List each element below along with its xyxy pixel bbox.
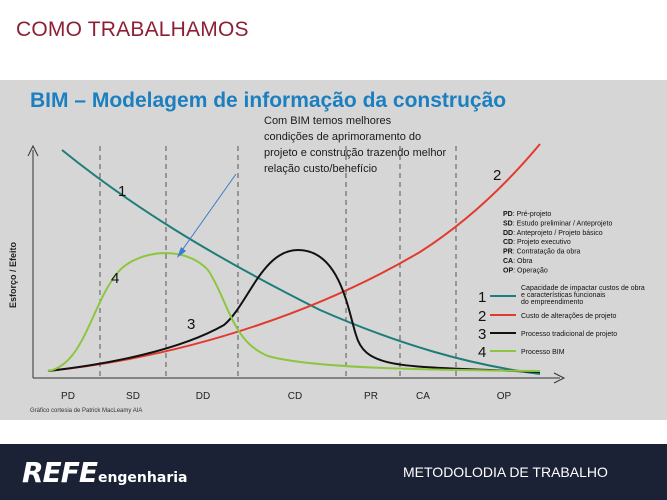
phase-legend-item: PR: Contratação da obra: [503, 249, 581, 256]
footer-label: METODOLODIA DE TRABALHO: [403, 464, 608, 480]
phase-legend: PD: Pré-projeto SD: Estudo preliminar / A…: [503, 211, 612, 274]
chart-title: BIM – Modelagem de informação da constru…: [30, 89, 506, 112]
logo-sub: engenharia: [97, 470, 188, 486]
phase-legend-item: DD: Anteprojeto / Projeto básico: [503, 230, 603, 237]
phase-legend-item: OP: Operação: [503, 267, 548, 274]
logo-main: REFE: [22, 456, 98, 489]
phase-label: PD: [61, 391, 75, 402]
phase-label: PR: [364, 391, 378, 402]
legend-number-2: 2: [478, 308, 486, 325]
series-line-3: [47, 248, 541, 373]
bim-chart: BIM – Modelagem de informação da constru…: [8, 89, 645, 414]
y-axis-label: Esforço / Efeito: [8, 241, 18, 308]
legend-label-1: Capacidade de impactar custos de obra e c…: [521, 285, 645, 306]
series-number-2: 2: [493, 167, 501, 184]
series-line-1: [61, 149, 541, 375]
phase-label: CA: [416, 391, 430, 402]
footer: REFEengenharia METODOLODIA DE TRABALHO: [0, 444, 667, 500]
phase-label: OP: [497, 391, 512, 402]
legend-label-4: Processo BIM: [521, 349, 565, 356]
annotation-arrowhead: [177, 247, 186, 258]
series-legend: 1 Capacidade de impactar custos de obra e …: [478, 285, 645, 361]
company-logo: REFEengenharia: [22, 456, 187, 489]
legend-number-1: 1: [478, 289, 486, 306]
legend-number-4: 4: [478, 344, 486, 361]
phase-dividers: [99, 146, 457, 378]
series-number-1: 1: [118, 183, 126, 200]
source-note: Gráfico cortesia de Patrick MacLeamy AIA: [30, 408, 142, 414]
phase-legend-item: SD: Estudo preliminar / Anteprojeto: [503, 220, 612, 227]
phase-labels: PD SD DD CD PR CA OP: [61, 391, 512, 402]
series-number-3: 3: [187, 316, 195, 333]
series-line-4: [47, 252, 541, 372]
legend-label-3: Processo tradicional de projeto: [521, 331, 617, 338]
phase-legend-item: CD: Projeto executivo: [503, 239, 571, 246]
series-number-labels: 1 2 3 4: [111, 167, 501, 333]
y-axis-arrow: [27, 144, 39, 157]
bim-annotation: Com BIM temos melhores condições de aprim…: [264, 115, 447, 175]
phase-label: DD: [196, 391, 210, 402]
phase-label: CD: [288, 391, 302, 402]
series-number-4: 4: [111, 270, 119, 287]
phase-label: SD: [126, 391, 140, 402]
chart-panel: BIM – Modelagem de informação da constru…: [0, 80, 667, 420]
legend-label-2: Custo de alterações de projeto: [521, 313, 616, 320]
annotation-text: Com BIM temos melhores condições de aprim…: [264, 115, 447, 175]
x-axis-arrow: [553, 372, 566, 384]
legend-number-3: 3: [478, 326, 486, 343]
page-title: COMO TRABALHAMOS: [16, 18, 249, 41]
series-lines: [47, 143, 541, 375]
phase-legend-item: PD: Pré-projeto: [503, 211, 551, 218]
annotation-arrow: [177, 173, 237, 257]
phase-legend-item: CA: Obra: [503, 258, 533, 265]
series-line-2: [47, 143, 541, 372]
